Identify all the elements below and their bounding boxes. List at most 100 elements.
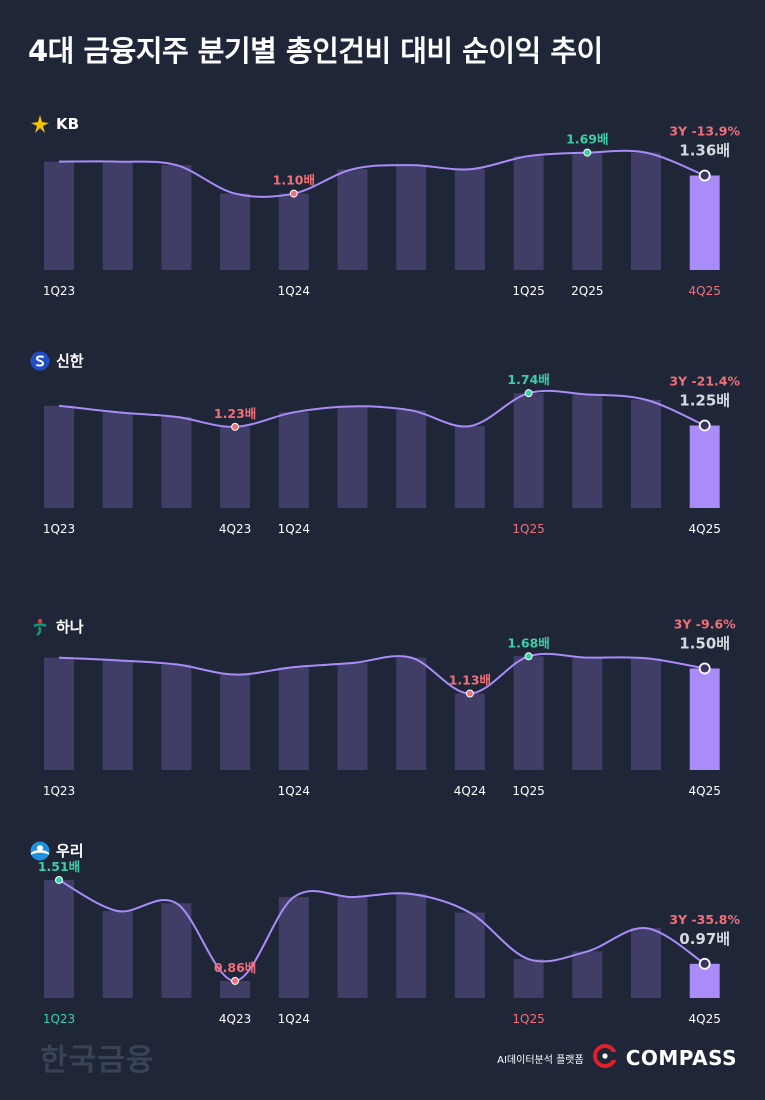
min-point: [231, 422, 240, 431]
bar-1Q24: [278, 412, 309, 508]
bar-3Q24: [396, 410, 427, 508]
bank-header: KB: [30, 114, 79, 134]
bank-name: 하나: [56, 618, 84, 636]
platform-caption: AI데이터분석 플랫폼: [497, 1054, 584, 1066]
x-tick-label: 1Q24: [278, 284, 310, 298]
bar-3Q24: [396, 165, 427, 270]
x-tick-label: 1Q24: [278, 1012, 310, 1026]
bar-2Q24: [337, 663, 368, 770]
change-label: 3Y -35.8%: [669, 912, 740, 927]
x-tick-label: 1Q25: [512, 784, 544, 798]
last-value-label: 0.97배: [679, 930, 730, 948]
min-point: [231, 976, 240, 985]
bar-2Q23: [102, 412, 133, 508]
bank-header: 하나: [30, 616, 84, 637]
bar-4Q23: [220, 193, 251, 270]
min-label: 0.86배: [214, 960, 256, 975]
hankook-brand-logo: 한국금융: [40, 1043, 155, 1078]
x-tick-label: 1Q24: [278, 522, 310, 536]
x-tick-label: 1Q23: [43, 522, 75, 536]
bank-header: 신한: [30, 350, 84, 371]
bar-line-chart: 1.74배 1.23배 1.25배 3Y -21.4% 1Q23 4Q23 1Q24 1Q25…: [43, 372, 741, 536]
bar-line-chart: 1.68배 1.13배 1.50배 3Y -9.6% 1Q23 1Q24 4Q24 1Q25 4…: [43, 616, 736, 798]
bar-1Q24: [278, 897, 309, 998]
bar-3Q25: [631, 658, 661, 770]
chart-panel-kb: KB 1.69배 1.10배 1.36배 3Y -13.9% 1Q23 1Q24 1Q25 2…: [0, 110, 765, 310]
bar-4Q23: [220, 426, 251, 508]
bank-header: 우리: [30, 840, 84, 861]
bar-4Q24: [454, 169, 485, 270]
min-point: [465, 689, 474, 698]
bar-3Q25: [631, 928, 661, 998]
bar-3Q23: [161, 903, 192, 998]
bar-2Q23: [102, 161, 133, 270]
bar-3Q25: [631, 152, 661, 270]
bar-3Q24: [396, 657, 427, 770]
bar-2Q23: [102, 660, 133, 770]
bar-3Q23: [161, 416, 192, 508]
bar-4Q23: [220, 980, 251, 998]
bar-3Q23: [161, 165, 192, 270]
hana-leaf-icon: [30, 617, 50, 637]
last-value-label: 1.36배: [679, 142, 730, 160]
max-point: [524, 652, 533, 661]
last-point: [698, 662, 711, 675]
x-tick-label: 1Q23: [43, 284, 75, 298]
trend-line: [58, 879, 706, 982]
x-tick-label: 1Q24: [278, 784, 310, 798]
max-point: [524, 389, 533, 398]
bar-2Q24: [337, 897, 368, 998]
bar-4Q25: [689, 425, 720, 508]
max-label: 1.74배: [507, 372, 549, 387]
last-value-label: 1.50배: [679, 634, 730, 652]
x-tick-label: 4Q25: [689, 1012, 721, 1026]
change-label: 3Y -13.9%: [669, 124, 740, 139]
max-label: 1.69배: [566, 132, 608, 147]
bar-1Q23: [44, 405, 74, 508]
bar-2Q23: [102, 911, 133, 998]
min-label: 1.23배: [214, 406, 256, 421]
page-title: 4대 금융지주 분기별 총인건비 대비 순이익 추이: [28, 34, 603, 68]
bar-4Q24: [454, 693, 485, 770]
bar-line-chart: 1.69배 1.10배 1.36배 3Y -13.9% 1Q23 1Q24 1Q25 2Q25…: [43, 124, 741, 298]
compass-wordmark: COMPASS: [625, 1046, 737, 1070]
x-tick-label: 4Q25: [689, 284, 721, 298]
shinhan-s-icon: [30, 351, 50, 371]
x-tick-label: 1Q25: [512, 1012, 544, 1026]
x-tick-label: 4Q25: [689, 784, 721, 798]
bank-name: 신한: [56, 352, 84, 370]
bar-2Q25: [572, 152, 603, 270]
bar-4Q24: [454, 426, 485, 508]
min-point: [289, 189, 298, 198]
change-label: 3Y -21.4%: [669, 374, 740, 389]
max-label: 1.51배: [38, 859, 80, 874]
last-point: [698, 169, 711, 182]
chart-panel-hana: 하나 1.68배 1.13배 1.50배 3Y -9.6% 1Q23 1Q24 4Q24 1Q…: [0, 610, 765, 810]
bar-2Q25: [572, 394, 603, 508]
kb-star-icon: [30, 114, 50, 134]
bar-4Q25: [689, 175, 720, 270]
x-tick-label: 1Q25: [512, 522, 544, 536]
trend-line: [58, 389, 706, 428]
bank-name: 우리: [56, 842, 84, 860]
bank-name: KB: [56, 115, 80, 133]
bar-1Q24: [278, 193, 309, 270]
woori-sun-icon: [30, 841, 50, 861]
last-point: [698, 419, 711, 432]
chart-panel-shinhan: 신한 1.74배 1.23배 1.25배 3Y -21.4% 1Q23 4Q23 1Q24 1…: [0, 348, 765, 548]
compass-branding: AI데이터분석 플랫폼 COMPASS: [497, 1043, 737, 1073]
bar-4Q23: [220, 674, 251, 770]
last-value-label: 1.25배: [679, 392, 730, 410]
min-label: 1.13배: [449, 673, 491, 688]
bar-2Q25: [572, 657, 603, 770]
bar-line-chart: 1.51배 0.86배 0.97배 3Y -35.8% 1Q23 4Q23 1Q24 1Q25…: [38, 859, 741, 1026]
max-point: [55, 875, 63, 884]
bar-1Q25: [513, 959, 544, 998]
bar-4Q25: [689, 668, 720, 770]
max-point: [583, 148, 592, 157]
bar-2Q24: [337, 406, 368, 508]
bar-1Q23: [44, 161, 74, 270]
bar-4Q24: [454, 912, 485, 998]
trend-line: [58, 149, 706, 198]
compass-c-icon: [592, 1043, 618, 1073]
